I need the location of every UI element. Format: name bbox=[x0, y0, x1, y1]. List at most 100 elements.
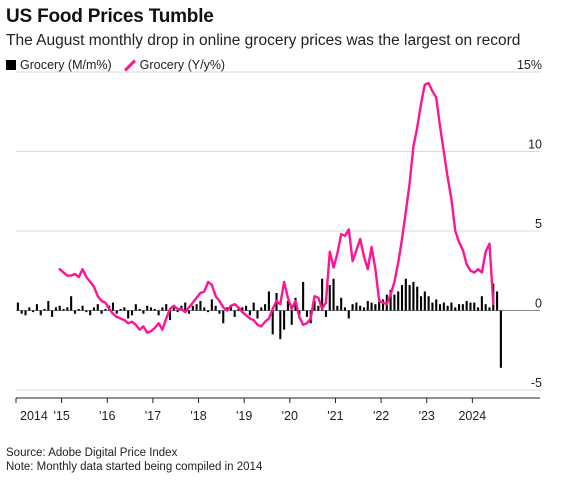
monthly-change-bar bbox=[324, 310, 327, 317]
monthly-change-bar bbox=[290, 310, 293, 325]
monthly-change-bar bbox=[32, 310, 35, 313]
monthly-change-bar bbox=[381, 299, 385, 311]
monthly-change-bar bbox=[100, 310, 103, 314]
monthly-change-bar bbox=[496, 291, 499, 311]
monthly-change-bar bbox=[321, 278, 324, 311]
monthly-change-bar bbox=[127, 310, 130, 319]
monthly-change-bar bbox=[480, 296, 483, 311]
methodology-note: Note: Monthly data started being compile… bbox=[6, 461, 263, 473]
monthly-change-bar bbox=[191, 305, 194, 311]
monthly-change-bar bbox=[450, 302, 453, 311]
monthly-change-bar bbox=[47, 300, 50, 311]
monthly-change-bar bbox=[85, 310, 88, 313]
monthly-change-bar bbox=[43, 308, 46, 311]
x-tick-label: '18 bbox=[190, 409, 206, 423]
monthly-change-bar bbox=[416, 286, 419, 311]
monthly-change-bar bbox=[362, 307, 366, 311]
monthly-change-bar bbox=[461, 304, 464, 311]
monthly-change-bar bbox=[28, 307, 31, 311]
monthly-change-bar bbox=[24, 310, 27, 316]
monthly-change-bar bbox=[431, 302, 434, 311]
chart-subtitle: The August monthly drop in online grocer… bbox=[6, 32, 521, 49]
monthly-change-bar bbox=[245, 305, 248, 311]
monthly-change-bar bbox=[66, 307, 69, 311]
legend-item-line: Grocery (Y/y%) bbox=[122, 58, 225, 72]
monthly-change-bar bbox=[237, 308, 240, 311]
monthly-change-bar bbox=[81, 305, 84, 311]
legend: Grocery (M/m%) Grocery (Y/y%) bbox=[6, 58, 225, 72]
monthly-change-bar bbox=[484, 304, 487, 311]
monthly-change-bar bbox=[119, 308, 122, 311]
y-tick-label: -5 bbox=[531, 376, 542, 390]
monthly-change-bar bbox=[419, 296, 423, 311]
monthly-change-bar bbox=[104, 308, 107, 311]
monthly-change-bar bbox=[473, 302, 476, 311]
monthly-change-bar bbox=[279, 310, 282, 340]
monthly-change-bar bbox=[77, 308, 80, 311]
monthly-change-bar bbox=[130, 310, 134, 316]
monthly-change-bar bbox=[469, 302, 472, 311]
legend-item-bar: Grocery (M/m%) bbox=[6, 58, 112, 72]
monthly-change-bar bbox=[195, 304, 198, 311]
monthly-change-bar bbox=[427, 296, 430, 311]
monthly-change-bar bbox=[302, 281, 305, 311]
monthly-change-bar bbox=[222, 310, 225, 324]
monthly-change-bar bbox=[199, 300, 202, 311]
monthly-change-bar bbox=[51, 310, 54, 317]
monthly-change-bar bbox=[233, 310, 236, 317]
monthly-change-bar bbox=[16, 302, 19, 311]
monthly-change-bar bbox=[336, 305, 339, 311]
monthly-change-bar bbox=[477, 307, 480, 311]
monthly-change-bar bbox=[123, 307, 126, 311]
chart-plot: 15% 10 5 0 -5 2014 '15 '16 '17 '18 '19 '20 '21 '22 '23… bbox=[15, 58, 542, 423]
yearly-change-line bbox=[58, 81, 495, 334]
x-tick-label: '19 bbox=[236, 409, 252, 423]
monthly-change-bar bbox=[157, 310, 160, 316]
monthly-change-bar bbox=[412, 281, 415, 311]
monthly-change-bar bbox=[54, 307, 57, 311]
x-tick-label: 2014 bbox=[20, 409, 48, 423]
monthly-change-bar bbox=[393, 294, 396, 311]
monthly-change-bar bbox=[70, 296, 73, 311]
monthly-change-bar bbox=[332, 278, 335, 311]
x-tick-label: 2024 bbox=[458, 409, 486, 423]
x-tick-label: '16 bbox=[99, 409, 115, 423]
monthly-change-bar bbox=[404, 278, 407, 311]
monthly-change-bar bbox=[283, 310, 286, 330]
monthly-change-bar bbox=[366, 300, 369, 311]
monthly-change-bar bbox=[111, 302, 115, 311]
x-tick-label: '15 bbox=[53, 409, 69, 423]
legend-bar-swatch bbox=[6, 60, 16, 70]
monthly-change-bar bbox=[176, 310, 179, 313]
monthly-change-bar bbox=[153, 308, 156, 311]
monthly-change-bar bbox=[115, 310, 118, 314]
monthly-change-bar bbox=[207, 310, 210, 313]
monthly-change-bar bbox=[142, 310, 145, 314]
monthly-change-bar bbox=[359, 305, 362, 311]
monthly-change-bar bbox=[260, 307, 263, 311]
y-tick-label: 5 bbox=[535, 217, 542, 231]
monthly-change-bar bbox=[149, 307, 153, 311]
monthly-change-bar bbox=[351, 304, 354, 311]
monthly-change-bar bbox=[355, 302, 358, 311]
x-tick-label: '20 bbox=[282, 409, 298, 423]
monthly-change-bar bbox=[248, 310, 251, 316]
monthly-change-bar bbox=[400, 285, 404, 311]
monthly-change-bar bbox=[465, 300, 468, 311]
monthly-change-bar bbox=[271, 310, 274, 335]
monthly-change-bar bbox=[317, 305, 320, 311]
monthly-change-bar bbox=[62, 308, 65, 311]
monthly-change-bar bbox=[264, 304, 267, 311]
x-tick-label: '23 bbox=[419, 409, 435, 423]
monthly-change-bar bbox=[328, 285, 331, 311]
monthly-change-bar bbox=[161, 307, 164, 311]
monthly-change-bar bbox=[210, 299, 213, 311]
monthly-change-bar bbox=[389, 289, 392, 311]
monthly-change-bar bbox=[134, 304, 137, 311]
source-note: Source: Adobe Digital Price Index bbox=[6, 447, 178, 459]
monthly-change-bar bbox=[73, 310, 76, 314]
monthly-change-bar bbox=[442, 302, 445, 311]
monthly-change-bar bbox=[187, 310, 191, 314]
monthly-change-bar bbox=[168, 310, 172, 321]
monthly-change-bar bbox=[267, 291, 270, 311]
